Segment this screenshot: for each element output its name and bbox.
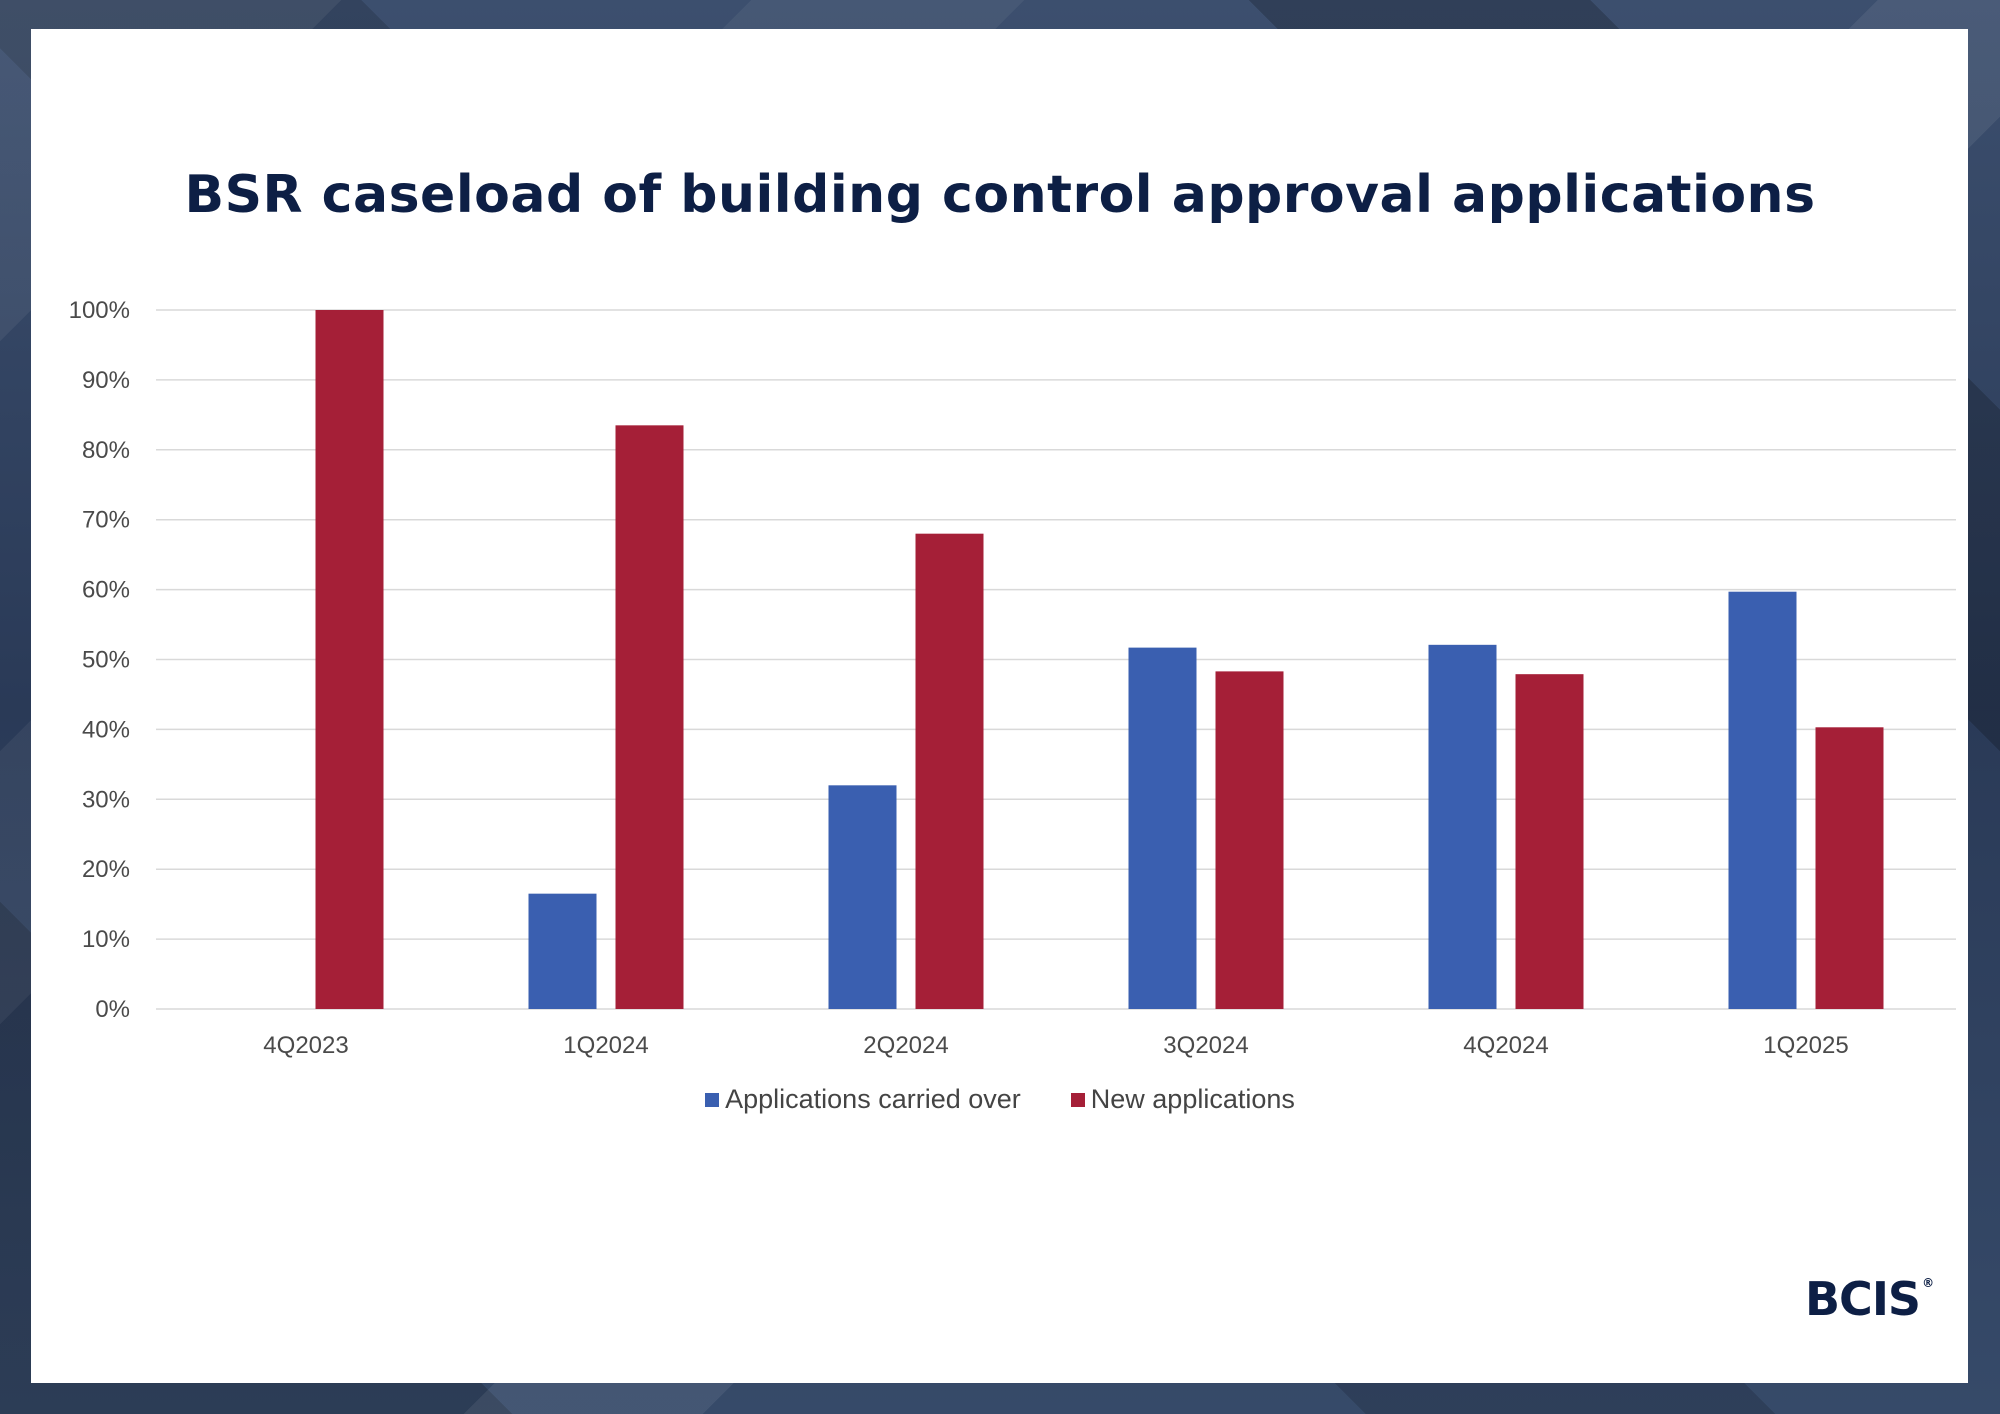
bar-new-4Q2024 [1515, 674, 1584, 1009]
x-tick-label: 2Q2024 [863, 1032, 948, 1059]
legend-label-carried-over: Applications carried over [725, 1084, 1021, 1114]
bar-carried-over-2Q2024 [828, 785, 897, 1009]
y-tick-label: 0% [95, 996, 130, 1023]
bcis-logo: BCIS ® [1805, 1272, 1934, 1326]
y-tick-label: 10% [82, 926, 130, 953]
bar-carried-over-1Q2024 [528, 893, 597, 1009]
x-tick-label: 4Q2023 [263, 1032, 348, 1059]
bars [315, 310, 1884, 1010]
legend-swatch-new [1070, 1092, 1085, 1107]
x-tick-label: 1Q2024 [563, 1032, 648, 1059]
y-tick-label: 20% [82, 856, 130, 883]
y-tick-label: 70% [82, 507, 130, 534]
bar-new-2Q2024 [915, 533, 984, 1009]
y-tick-label: 40% [82, 716, 130, 743]
bar-new-1Q2025 [1815, 727, 1884, 1009]
bar-carried-over-4Q2024 [1428, 644, 1497, 1009]
legend: Applications carried over New applicatio… [0, 1084, 2000, 1115]
chart-title: BSR caseload of building control approva… [184, 165, 1816, 225]
bar-new-1Q2024 [615, 425, 684, 1010]
x-axis-ticks: 4Q2023 1Q2024 2Q2024 3Q2024 4Q2024 1Q2025 [263, 1032, 1848, 1059]
x-tick-label: 1Q2025 [1763, 1032, 1848, 1059]
bar-new-4Q2023 [315, 310, 384, 1009]
y-tick-label: 80% [82, 437, 130, 464]
y-tick-label: 30% [82, 786, 130, 813]
y-tick-label: 90% [82, 367, 130, 394]
x-tick-label: 3Q2024 [1163, 1032, 1248, 1059]
legend-swatch-carried-over [705, 1092, 720, 1107]
bar-carried-over-1Q2025 [1728, 591, 1797, 1009]
legend-item-carried-over: Applications carried over [705, 1084, 1021, 1115]
x-tick-label: 4Q2024 [1463, 1032, 1548, 1059]
y-tick-label: 100% [69, 297, 130, 324]
y-axis-ticks: 0% 10% 20% 30% 40% 50% 60% 70% 80% 90% 100% [69, 297, 130, 1023]
bar-new-3Q2024 [1215, 671, 1284, 1009]
y-tick-label: 60% [82, 577, 130, 604]
legend-label-new: New applications [1090, 1084, 1295, 1114]
bar-carried-over-3Q2024 [1128, 647, 1197, 1009]
legend-item-new: New applications [1070, 1084, 1295, 1115]
gridlines [156, 309, 1956, 1010]
y-tick-label: 50% [82, 647, 130, 674]
